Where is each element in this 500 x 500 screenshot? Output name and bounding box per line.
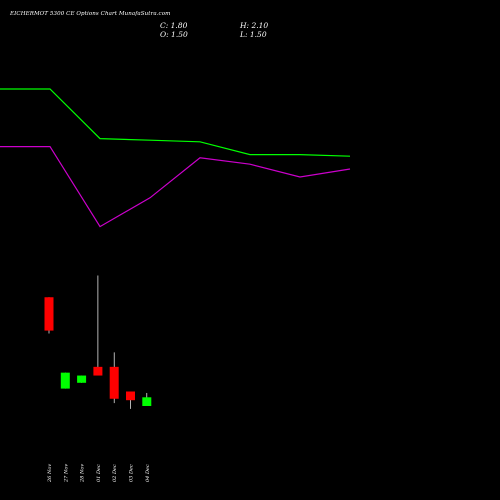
candle-body	[142, 397, 152, 406]
candle-body	[126, 391, 135, 401]
x-tick-label: 27 Nov	[63, 464, 69, 483]
x-tick-label: 01 Dec	[96, 464, 102, 482]
candle-body	[44, 297, 54, 331]
high-value: H: 2.10	[240, 21, 269, 30]
x-tick-label: 26 Nov	[47, 464, 53, 483]
x-tick-label: 28 Nov	[80, 464, 86, 483]
x-tick-label: 03 Dec	[129, 464, 135, 482]
candle-body	[60, 372, 70, 389]
close-value: C: 1.80	[160, 21, 188, 30]
indicator-line-1	[0, 88, 351, 157]
candle-body	[77, 375, 87, 383]
x-tick-label: 02 Dec	[112, 464, 118, 482]
low-value: L: 1.50	[240, 30, 267, 39]
x-tick-label: 04 Dec	[145, 464, 151, 482]
candle-body	[93, 366, 103, 376]
open-value: O: 1.50	[160, 30, 188, 39]
candle-body	[109, 366, 119, 399]
indicator-line-2	[0, 146, 351, 228]
chart-title: EICHERMOT 5300 CE Options Chart MunafaSu…	[10, 11, 171, 17]
